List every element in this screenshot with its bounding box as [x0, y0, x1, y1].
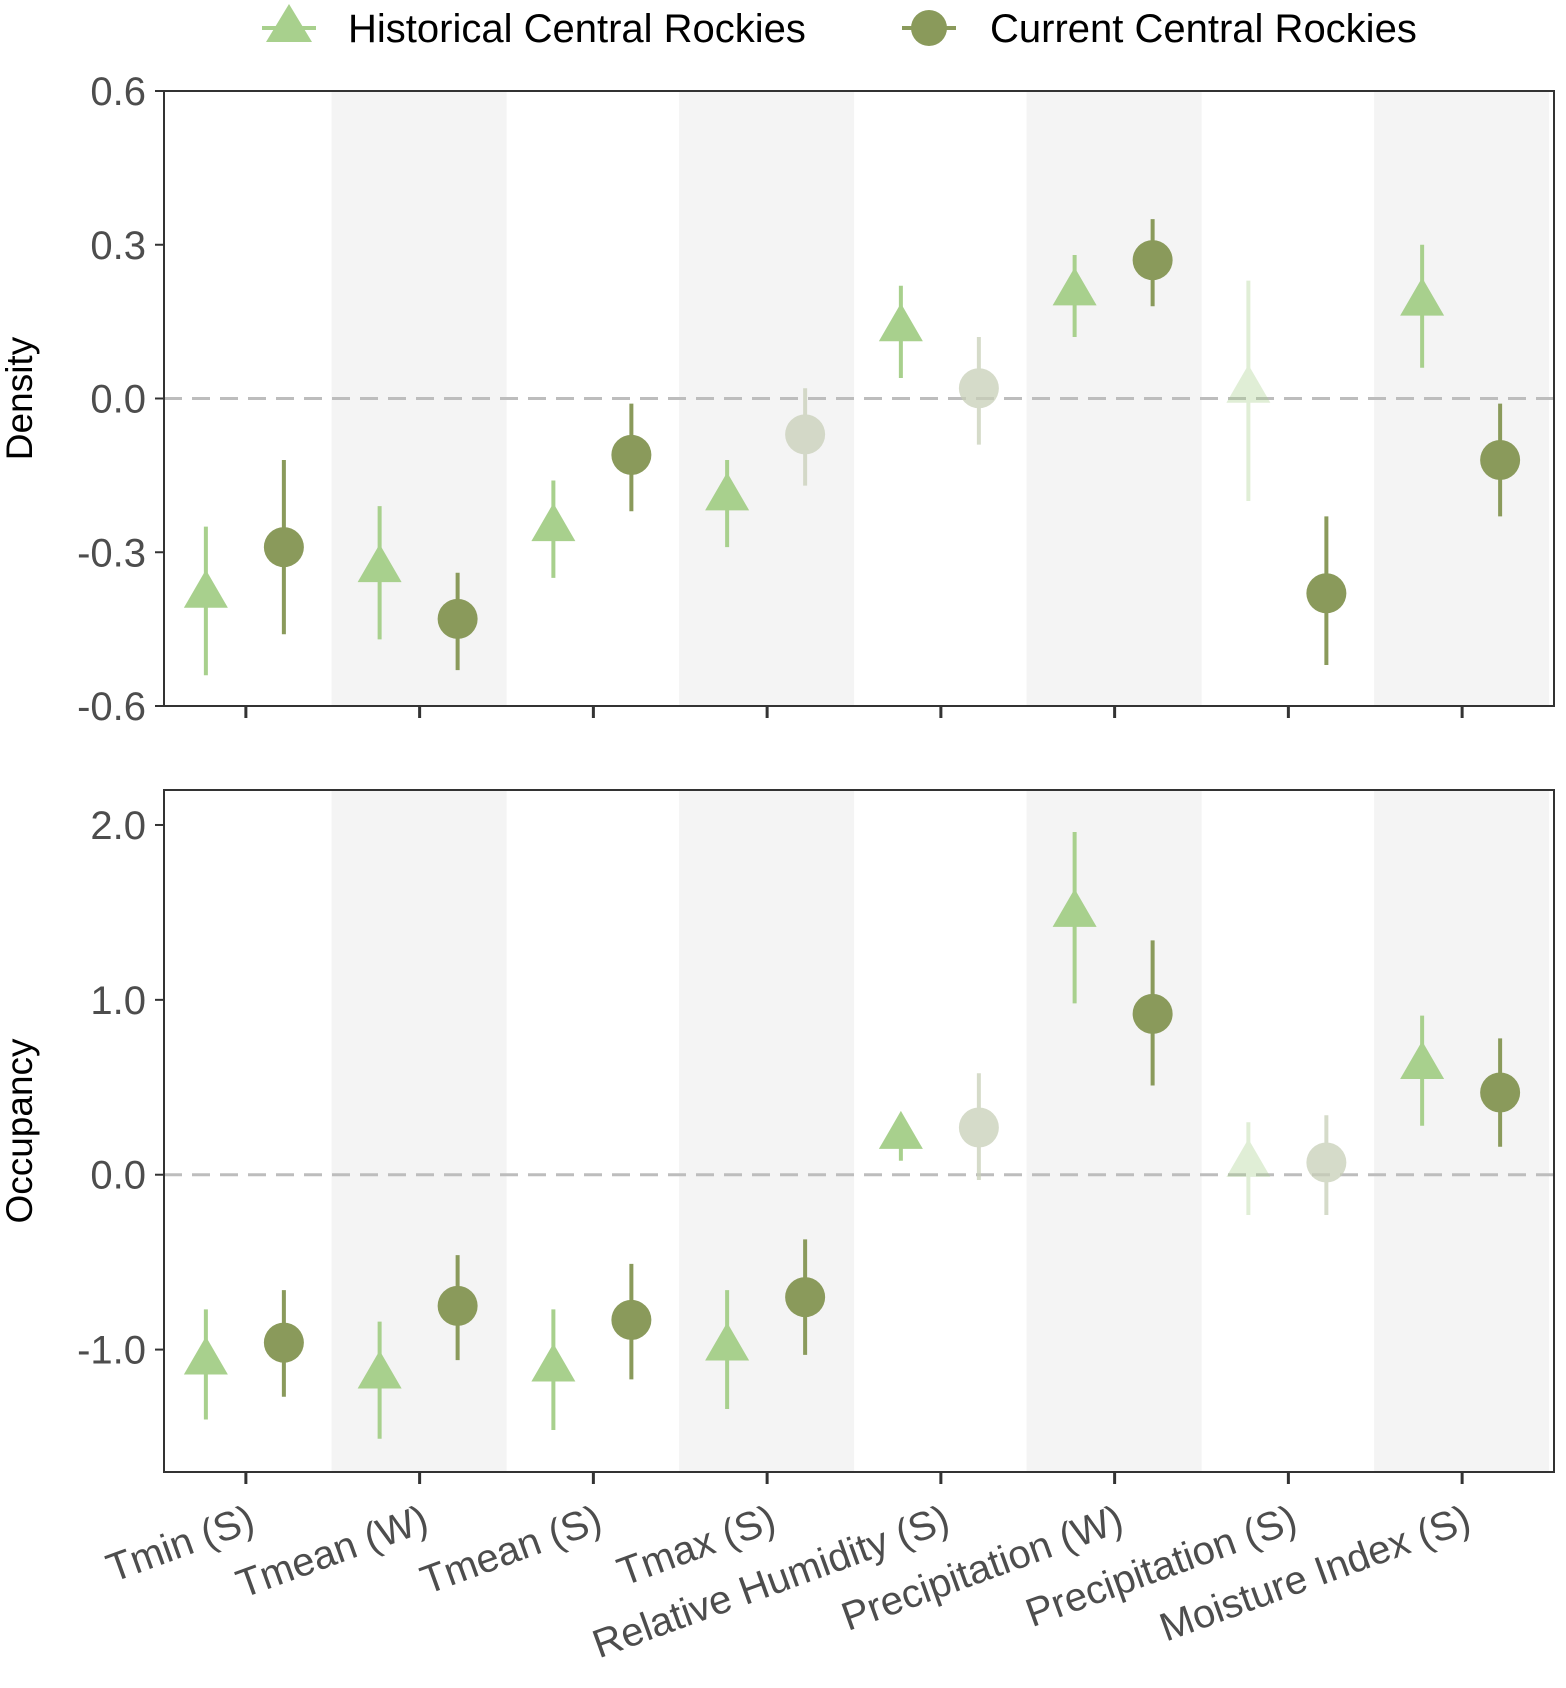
- y-tick-label: 2.0: [90, 804, 146, 848]
- circle-marker: [611, 1299, 652, 1340]
- triangle-marker: [531, 503, 576, 542]
- historical-point: [705, 1290, 750, 1410]
- historical-point: [1052, 255, 1097, 337]
- y-axis-title: Occupancy: [0, 1038, 40, 1224]
- current-point: [1480, 403, 1521, 517]
- background-band: [331, 790, 507, 1472]
- historical-point: [1226, 1122, 1271, 1215]
- current-point: [1480, 1038, 1521, 1147]
- occupancy-panel: 2.0 1.0 0.0 -1.0 Occupancy: [0, 789, 1555, 1484]
- triangle-marker: [1226, 1138, 1271, 1177]
- current-point: [1132, 219, 1173, 307]
- y-tick-label: -1.0: [77, 1329, 146, 1373]
- historical-point: [1400, 244, 1445, 368]
- historical-point: [183, 1309, 228, 1420]
- triangle-marker: [705, 1322, 750, 1361]
- circle-marker: [1480, 1072, 1521, 1113]
- background-band: [1026, 790, 1202, 1472]
- triangle-marker: [1400, 277, 1445, 316]
- legend-current-label: Current Central Rockies: [990, 7, 1417, 51]
- triangle-marker: [183, 1336, 228, 1375]
- triangle-marker: [1400, 1040, 1445, 1079]
- density-panel: 0.6 0.3 0.0 -0.3 -0.6 Density: [0, 70, 1555, 729]
- triangle-marker: [357, 544, 402, 583]
- historical-point: [357, 1321, 402, 1439]
- circle-marker: [263, 1322, 304, 1363]
- historical-point: [1226, 280, 1271, 501]
- current-point: [785, 1239, 826, 1355]
- x-category-label: Tmean (S): [415, 1497, 608, 1603]
- current-point: [263, 460, 304, 635]
- circle-marker: [1132, 993, 1173, 1034]
- circle-marker: [958, 368, 999, 409]
- triangle-marker: [1226, 364, 1271, 403]
- y-tick-label: -0.6: [77, 685, 146, 729]
- circle-marker: [785, 414, 826, 455]
- historical-point: [878, 285, 923, 378]
- triangle-marker: [705, 472, 750, 511]
- current-point: [1306, 516, 1347, 665]
- current-point: [263, 1290, 304, 1397]
- x-axis-category-labels: Tmin (S)Tmean (W)Tmean (S) Tmax (S)Relati…: [101, 1497, 1476, 1667]
- circle-marker: [263, 527, 304, 568]
- y-tick-label: 0.6: [90, 70, 146, 114]
- current-point: [611, 403, 652, 512]
- current-point: [785, 388, 826, 486]
- circle-marker: [437, 598, 478, 639]
- circle-marker: [1132, 240, 1173, 281]
- legend-historical-label: Historical Central Rockies: [348, 7, 806, 51]
- y-tick-label: 0.0: [90, 1154, 146, 1198]
- x-category-label: Tmean (W): [231, 1497, 434, 1607]
- y-tick-label: 0.3: [90, 224, 146, 268]
- triangle-marker: [183, 569, 228, 608]
- historical-point: [878, 1110, 923, 1161]
- background-band: [1374, 790, 1550, 1472]
- circle-marker: [611, 434, 652, 475]
- background-band: [679, 790, 855, 1472]
- historical-point: [531, 480, 576, 578]
- circle-marker: [785, 1277, 826, 1318]
- current-point: [958, 1073, 999, 1180]
- legend-triangle-marker: [266, 4, 312, 42]
- current-point: [958, 337, 999, 445]
- historical-point: [183, 526, 228, 676]
- y-tick-label: -0.3: [77, 531, 146, 575]
- legend: Historical Central Rockies Current Centra…: [262, 4, 1417, 51]
- circle-marker: [1306, 573, 1347, 614]
- triangle-marker: [878, 1110, 923, 1149]
- triangle-marker: [878, 303, 923, 342]
- circle-marker: [1306, 1142, 1347, 1183]
- legend-circle-marker: [911, 10, 947, 46]
- triangle-marker: [531, 1343, 576, 1382]
- triangle-marker: [1052, 888, 1097, 927]
- historical-point: [531, 1309, 576, 1431]
- triangle-marker: [1052, 267, 1097, 306]
- current-point: [1132, 940, 1173, 1086]
- historical-point: [357, 506, 402, 640]
- circle-marker: [437, 1285, 478, 1326]
- circle-marker: [958, 1107, 999, 1148]
- historical-point: [1400, 1015, 1445, 1126]
- y-tick-label: 0.0: [90, 378, 146, 422]
- current-point: [437, 572, 478, 671]
- current-point: [437, 1255, 478, 1361]
- y-axis-title: Density: [0, 336, 40, 460]
- circle-marker: [1480, 440, 1521, 480]
- panel-frame: [163, 789, 1555, 1473]
- current-point: [611, 1263, 652, 1380]
- historical-point: [705, 460, 750, 548]
- current-point: [1306, 1115, 1347, 1215]
- historical-point: [1052, 831, 1097, 1004]
- triangle-marker: [357, 1350, 402, 1389]
- y-tick-label: 1.0: [90, 979, 146, 1023]
